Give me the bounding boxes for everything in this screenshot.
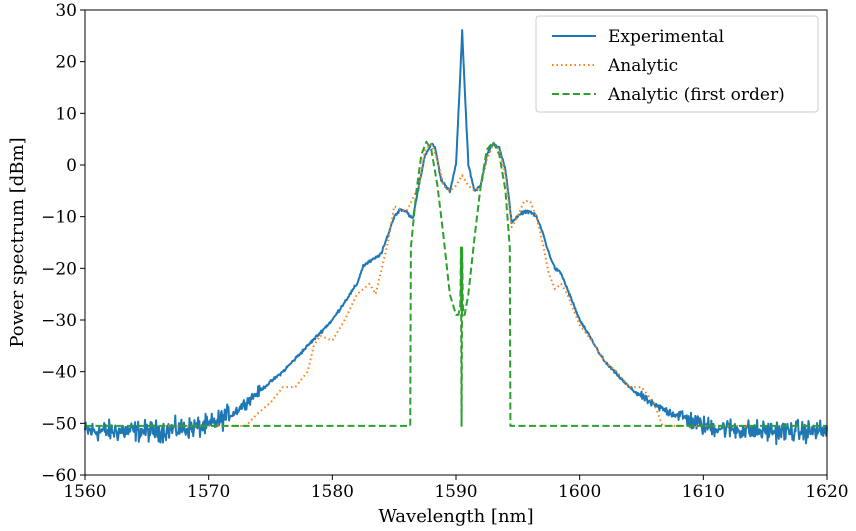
y-tick-label: −40 [41,363,77,383]
y-axis: 30 20 10 0 −10 −20 −30 −40 −50 −60 [41,1,85,486]
legend-label: Analytic [607,56,678,76]
x-tick-label: 1560 [63,482,106,502]
y-tick-label: −10 [41,208,77,228]
y-tick-label: 20 [55,53,77,73]
x-tick-label: 1610 [682,482,725,502]
x-tick-label: 1620 [805,482,848,502]
x-tick-label: 1600 [558,482,601,502]
y-tick-label: −20 [41,259,77,279]
x-axis-label: Wavelength [nm] [378,506,533,527]
y-tick-label: −30 [41,311,77,331]
y-axis-label: Power spectrum [dBm] [7,137,28,347]
y-tick-label: −50 [41,414,77,434]
y-tick-label: 30 [55,1,77,21]
x-tick-label: 1570 [187,482,230,502]
legend: Experimental Analytic Analytic (first orde… [535,15,819,113]
y-tick-label: 0 [66,156,77,176]
x-axis: 1560 1570 1580 1590 1600 1610 1620 [63,475,849,502]
series-line-experimental [84,29,828,446]
legend-label: Experimental [608,27,724,47]
legend-box [535,15,819,113]
legend-label: Analytic (first order) [607,85,785,105]
y-tick-label: −60 [41,466,77,486]
y-tick-label: 10 [55,104,77,124]
x-tick-label: 1580 [311,482,354,502]
series-layer [84,29,828,446]
x-tick-label: 1590 [434,482,477,502]
series-line-analytic-first-order [85,140,827,427]
